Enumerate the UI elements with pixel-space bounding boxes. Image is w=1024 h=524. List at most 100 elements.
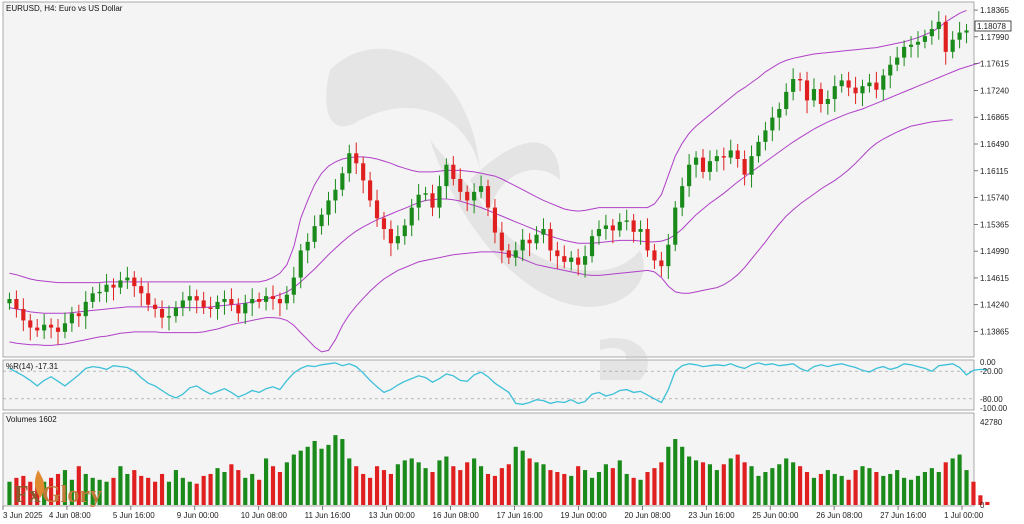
candle-body bbox=[735, 150, 740, 159]
candle bbox=[749, 145, 754, 188]
candle bbox=[867, 74, 872, 93]
volume-bar bbox=[978, 495, 983, 505]
candle-body bbox=[846, 80, 851, 88]
candle-body bbox=[915, 41, 921, 45]
volume-bar bbox=[527, 458, 532, 505]
candle bbox=[770, 106, 775, 142]
volume-bar bbox=[277, 472, 283, 505]
volume-bar bbox=[139, 475, 144, 505]
candle bbox=[159, 300, 165, 329]
volume-bar bbox=[90, 477, 95, 505]
candle-body bbox=[312, 226, 317, 242]
volume-bar bbox=[617, 460, 622, 505]
volume-bar bbox=[499, 468, 504, 505]
volume-bar bbox=[603, 464, 608, 505]
volume-bar bbox=[680, 446, 685, 505]
candle bbox=[194, 289, 199, 314]
time-tick-label: 11 Jun 16:00 bbox=[305, 511, 351, 520]
williams-r-label: %R(14) -17.31 bbox=[6, 362, 59, 371]
volume-bar bbox=[263, 458, 269, 505]
candle bbox=[277, 292, 283, 317]
candle-body bbox=[201, 300, 206, 308]
candle-body bbox=[62, 323, 68, 332]
volume-bar bbox=[888, 473, 893, 505]
volume-bar bbox=[208, 473, 213, 505]
candle-body bbox=[298, 250, 303, 278]
candle bbox=[638, 220, 643, 245]
volume-bar bbox=[950, 458, 955, 505]
volume-bar bbox=[374, 466, 380, 505]
candle bbox=[250, 288, 255, 317]
candle-body bbox=[631, 220, 636, 232]
candle bbox=[319, 208, 324, 235]
volume-bar bbox=[451, 466, 456, 505]
volume-bar bbox=[444, 456, 449, 505]
candle bbox=[97, 283, 102, 302]
volume-bar bbox=[583, 470, 588, 505]
candle bbox=[811, 78, 817, 107]
candle-body bbox=[187, 296, 192, 301]
candle-body bbox=[583, 256, 588, 265]
candle bbox=[257, 292, 262, 309]
candle-body bbox=[97, 291, 102, 294]
volume-bar bbox=[361, 473, 366, 505]
volume-bar bbox=[423, 468, 428, 505]
candle bbox=[666, 234, 671, 279]
candle-body bbox=[7, 299, 12, 304]
candle bbox=[943, 15, 948, 65]
candle bbox=[506, 244, 511, 264]
volume-bar bbox=[693, 460, 699, 505]
candle bbox=[69, 306, 74, 332]
volume-bar bbox=[957, 454, 962, 505]
candle bbox=[298, 244, 303, 289]
candle bbox=[617, 213, 622, 237]
volume-bar bbox=[458, 470, 463, 505]
candle-body bbox=[21, 309, 26, 321]
candle bbox=[395, 225, 400, 250]
candle bbox=[832, 75, 837, 112]
candle-body bbox=[659, 260, 664, 267]
candle-body bbox=[402, 225, 407, 237]
candle bbox=[534, 226, 539, 250]
volume-bar bbox=[936, 472, 941, 505]
candle-body bbox=[437, 186, 442, 208]
volume-bar bbox=[243, 477, 248, 505]
candle-body bbox=[305, 241, 310, 251]
volume-bar bbox=[756, 475, 761, 505]
volume-bar bbox=[111, 477, 116, 505]
candle-body bbox=[811, 89, 817, 101]
candle bbox=[270, 285, 276, 310]
fxglory-logo: Fx Glory bbox=[14, 470, 102, 508]
wr-tick-label: -100.00 bbox=[980, 404, 1008, 413]
volume-bar bbox=[222, 472, 227, 505]
volume-bar bbox=[624, 473, 629, 505]
volume-bar bbox=[645, 472, 650, 505]
wr-tick-label: -20.00 bbox=[980, 367, 1003, 376]
candle bbox=[14, 290, 19, 318]
candle bbox=[964, 24, 969, 44]
volume-bar bbox=[381, 470, 387, 505]
candle bbox=[284, 286, 289, 310]
price-tick-label: 1.13865 bbox=[980, 328, 1009, 337]
volume-bar bbox=[180, 477, 185, 505]
volume-bar bbox=[895, 470, 900, 505]
candle-body bbox=[257, 299, 262, 302]
price-tick-label: 1.17240 bbox=[980, 86, 1009, 95]
volume-bar bbox=[250, 473, 255, 505]
candle-body bbox=[270, 296, 276, 299]
candle bbox=[166, 305, 172, 331]
volume-bar bbox=[319, 448, 324, 505]
candle bbox=[381, 211, 387, 240]
volume-bar bbox=[305, 446, 310, 505]
candle bbox=[888, 56, 893, 89]
candle bbox=[915, 31, 921, 58]
volume-bar bbox=[97, 479, 102, 505]
candle-body bbox=[576, 257, 581, 265]
volume-bar bbox=[291, 454, 296, 505]
volume-bar bbox=[229, 464, 234, 505]
candle-body bbox=[132, 277, 137, 287]
candle-body bbox=[770, 117, 775, 131]
volume-bar bbox=[860, 466, 865, 505]
candle bbox=[146, 282, 151, 312]
candle-body bbox=[680, 186, 685, 208]
